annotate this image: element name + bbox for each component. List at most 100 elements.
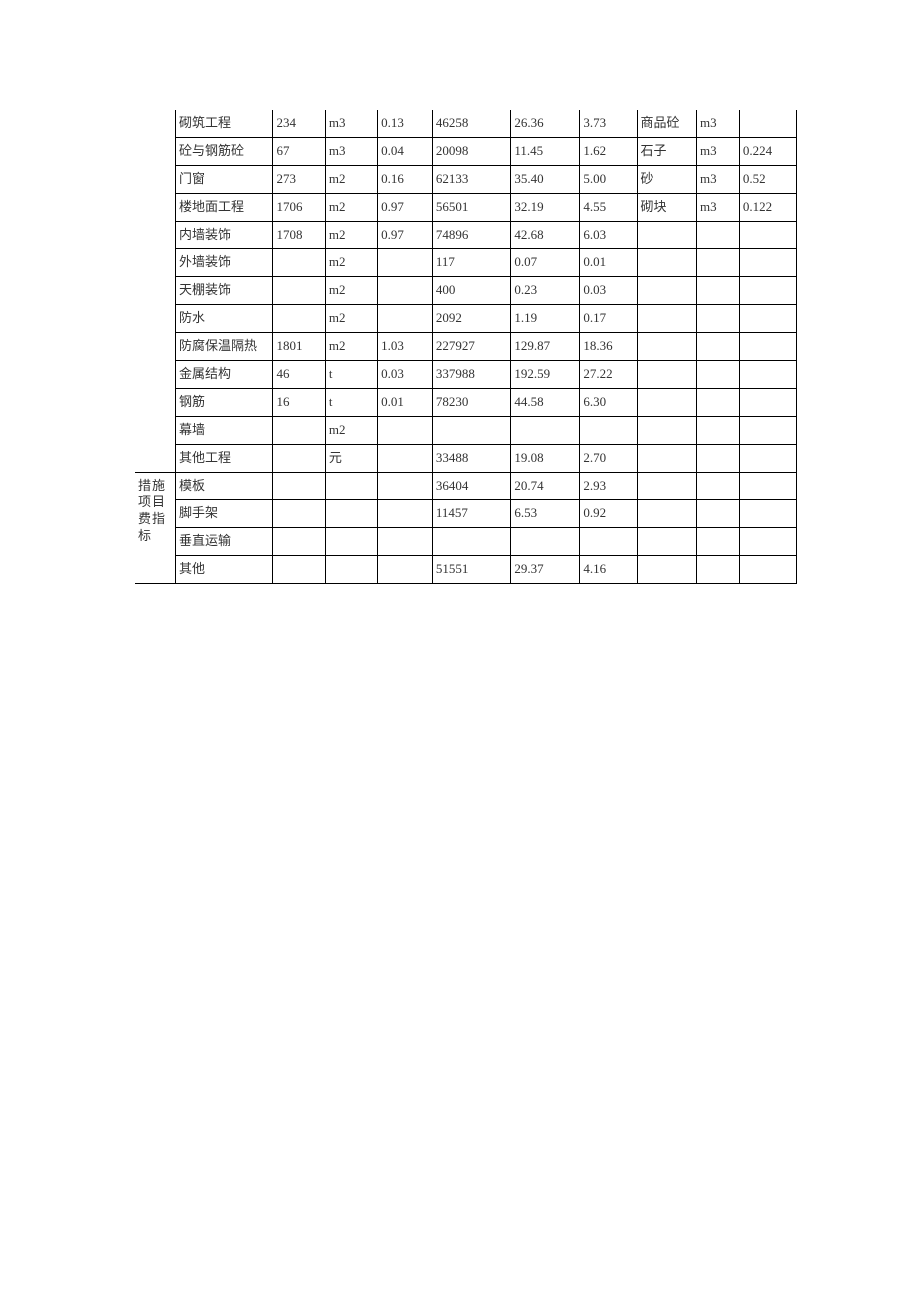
cell-perm2: 0.23 [511,277,580,305]
cell-mval [739,472,796,500]
cell-mval [739,249,796,277]
cell-name: 天棚装饰 [175,277,273,305]
table-row: 门窗 273 m2 0.16 62133 35.40 5.00 砂 m3 0.5… [135,165,797,193]
cell-idx [378,444,433,472]
cell-idx: 0.97 [378,193,433,221]
cell-pct [580,528,637,556]
cell-name: 钢筋 [175,388,273,416]
cell-munit [696,444,739,472]
cell-mat: 砌块 [637,193,696,221]
cell-unit: m3 [325,137,377,165]
cell-qty: 67 [273,137,325,165]
cell-pct: 0.01 [580,249,637,277]
cell-mval [739,500,796,528]
cell-mat [637,416,696,444]
cell-munit [696,361,739,389]
table-row: 幕墙 m2 [135,416,797,444]
cell-idx [378,556,433,584]
cell-mat [637,249,696,277]
cell-pct: 5.00 [580,165,637,193]
cell-idx: 0.01 [378,388,433,416]
cell-perm2: 32.19 [511,193,580,221]
cell-mval: 0.52 [739,165,796,193]
table-row: 其他 51551 29.37 4.16 [135,556,797,584]
cell-pct: 2.93 [580,472,637,500]
cell-name: 脚手架 [175,500,273,528]
cell-mval [739,388,796,416]
cell-qty [273,249,325,277]
cell-name: 防腐保温隔热 [175,333,273,361]
cell-mval [739,416,796,444]
cell-mval [739,333,796,361]
table-row: 天棚装饰 m2 400 0.23 0.03 [135,277,797,305]
table-row: 脚手架 11457 6.53 0.92 [135,500,797,528]
cell-qty: 1801 [273,333,325,361]
cell-perm2: 26.36 [511,110,580,137]
cell-pct: 4.55 [580,193,637,221]
cell-mat [637,361,696,389]
cell-unit [325,528,377,556]
cell-pct: 3.73 [580,110,637,137]
cell-unit: m2 [325,305,377,333]
cell-unit: 元 [325,444,377,472]
cell-pct: 4.16 [580,556,637,584]
cell-unit [325,472,377,500]
cell-qty: 46 [273,361,325,389]
cell-perm2: 6.53 [511,500,580,528]
cell-perm2: 19.08 [511,444,580,472]
cell-munit [696,305,739,333]
table-row: 砼与钢筋砼 67 m3 0.04 20098 11.45 1.62 石子 m3 … [135,137,797,165]
cell-perm2: 20.74 [511,472,580,500]
table-body: 砌筑工程 234 m3 0.13 46258 26.36 3.73 商品砼 m3… [135,110,797,584]
cell-idx: 0.97 [378,221,433,249]
cell-qty [273,528,325,556]
cell-munit [696,416,739,444]
cell-idx [378,305,433,333]
cell-munit [696,249,739,277]
cell-amount: 51551 [432,556,511,584]
cell-perm2 [511,528,580,556]
cell-perm2: 11.45 [511,137,580,165]
cell-name: 垂直运输 [175,528,273,556]
cell-unit: m3 [325,110,377,137]
cell-mat [637,277,696,305]
cell-amount: 78230 [432,388,511,416]
cell-mval: 0.224 [739,137,796,165]
cell-qty: 1708 [273,221,325,249]
cell-munit [696,472,739,500]
cell-pct: 0.17 [580,305,637,333]
cell-munit: m3 [696,137,739,165]
cell-name: 其他工程 [175,444,273,472]
cell-perm2: 0.07 [511,249,580,277]
cell-perm2: 29.37 [511,556,580,584]
table-row: 防水 m2 2092 1.19 0.17 [135,305,797,333]
cell-munit [696,388,739,416]
cell-amount: 227927 [432,333,511,361]
cell-mval: 0.122 [739,193,796,221]
cell-mval [739,361,796,389]
cell-mat: 商品砼 [637,110,696,137]
cell-unit [325,500,377,528]
cell-mat [637,221,696,249]
cell-mat: 石子 [637,137,696,165]
cell-amount [432,528,511,556]
cell-amount: 62133 [432,165,511,193]
cell-name: 外墙装饰 [175,249,273,277]
cell-pct: 0.03 [580,277,637,305]
cell-mval [739,221,796,249]
cost-table: 砌筑工程 234 m3 0.13 46258 26.36 3.73 商品砼 m3… [135,110,797,584]
cell-munit: m3 [696,193,739,221]
cell-amount: 400 [432,277,511,305]
cell-mat [637,528,696,556]
cell-qty: 1706 [273,193,325,221]
cell-idx [378,500,433,528]
table-row: 金属结构 46 t 0.03 337988 192.59 27.22 [135,361,797,389]
cell-perm2: 44.58 [511,388,580,416]
cell-qty: 16 [273,388,325,416]
cell-amount: 74896 [432,221,511,249]
cell-unit: m2 [325,333,377,361]
group-cell: 措施项目费指标 [135,472,175,584]
cell-perm2: 192.59 [511,361,580,389]
cell-perm2: 35.40 [511,165,580,193]
cell-amount: 337988 [432,361,511,389]
